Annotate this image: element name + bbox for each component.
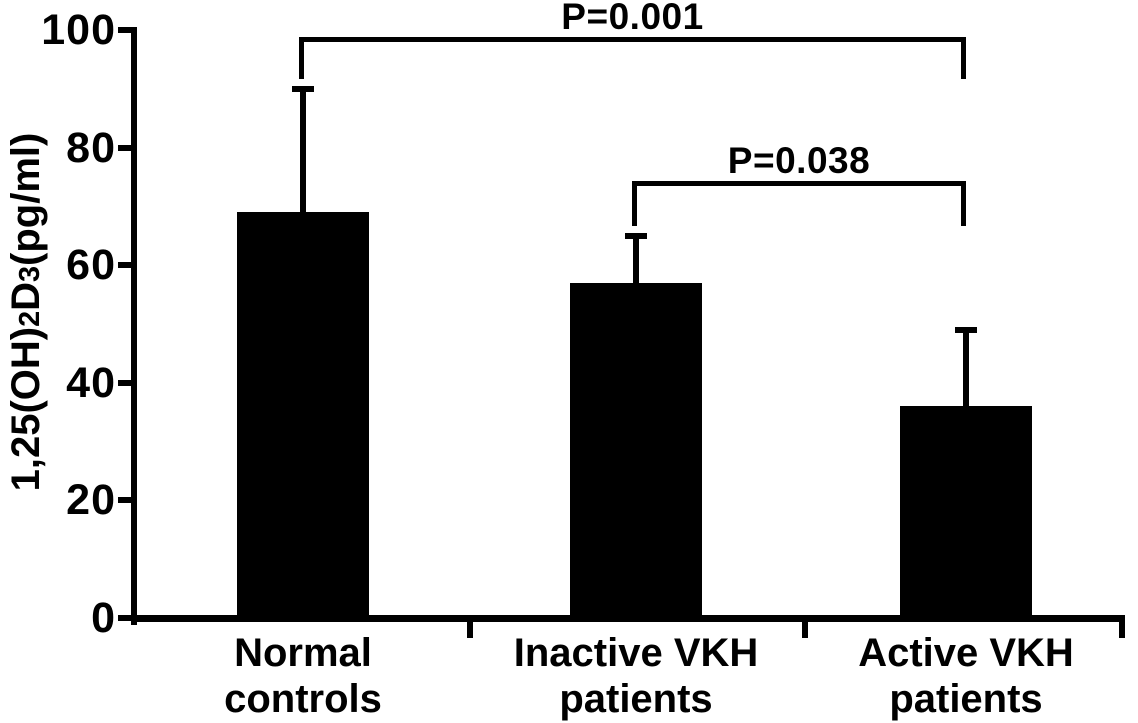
y-axis-label-subscript: 2	[14, 310, 47, 327]
y-axis-line	[131, 27, 137, 625]
y-tick-label-0: 0	[91, 594, 116, 642]
y-tick-label-80: 80	[66, 123, 116, 172]
y-tick-20	[118, 497, 131, 504]
significance-bracket-1	[632, 181, 966, 226]
x-axis-tick-2	[1119, 615, 1125, 638]
y-axis-label-text: D	[3, 281, 48, 311]
category-label-line: Normal	[234, 631, 372, 675]
error-bar-stem-1	[633, 235, 639, 285]
error-bar-cap-1	[625, 232, 647, 239]
y-axis-label-subscript: 3	[14, 265, 47, 282]
y-tick-label-60: 60	[66, 241, 116, 290]
bar-1	[570, 282, 702, 618]
x-axis-tick-0	[467, 615, 473, 638]
significance-label-1: P=0.038	[727, 140, 871, 181]
x-axis-tick-1	[802, 615, 808, 638]
significance-label-0: P=0.001	[561, 0, 704, 37]
y-tick-60	[118, 262, 131, 269]
y-tick-0	[118, 615, 131, 621]
y-tick-80	[118, 144, 131, 151]
y-tick-label-100: 100	[41, 6, 116, 54]
error-bar-stem-2	[963, 329, 969, 409]
error-bar-cap-2	[955, 326, 977, 333]
category-label-line: controls	[224, 677, 382, 721]
category-label-line: Active VKH	[858, 631, 1074, 675]
error-bar-stem-0	[300, 88, 306, 215]
x-category-label-2: Active VKH patients	[806, 630, 1126, 722]
y-axis-label-text: 1,25(OH)	[3, 326, 48, 492]
significance-bracket-0	[299, 37, 966, 79]
bar-2	[900, 406, 1032, 618]
bar-0	[237, 212, 369, 618]
y-axis-label-text: (pg/ml)	[3, 132, 48, 266]
category-label-line: Inactive VKH	[513, 631, 759, 675]
y-tick-label-40: 40	[66, 358, 116, 407]
x-axis-line	[131, 615, 1125, 622]
x-category-label-0: Normal controls	[143, 630, 463, 722]
y-tick-100	[118, 27, 131, 33]
y-tick-label-20: 20	[66, 476, 116, 525]
x-category-label-1: Inactive VKH patients	[476, 630, 796, 722]
error-bar-cap-0	[292, 85, 314, 92]
y-tick-40	[118, 379, 131, 386]
category-label-line: patients	[889, 677, 1043, 721]
category-label-line: patients	[559, 677, 713, 721]
y-axis-label: 1,25(OH) 2 D 3 (pg/ml)	[2, 94, 50, 530]
